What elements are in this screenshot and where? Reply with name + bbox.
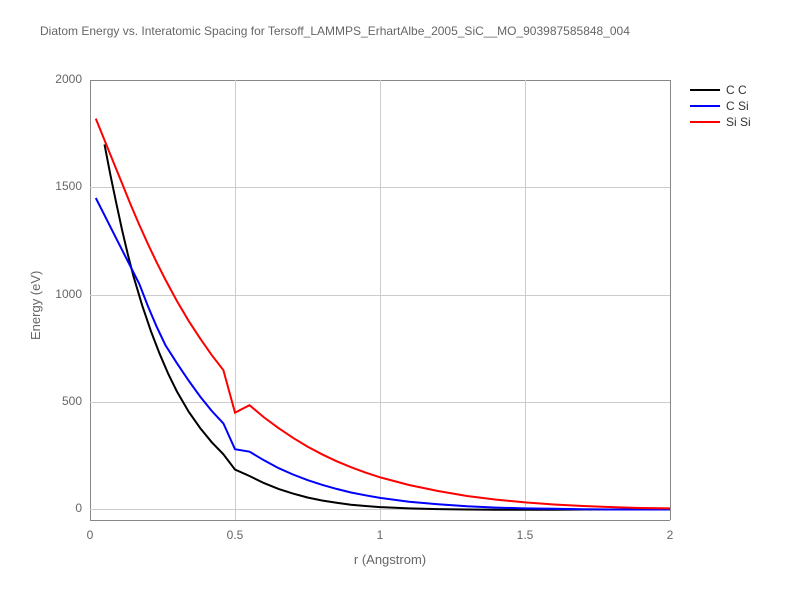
legend-item: C Si	[690, 98, 751, 114]
chart-root: Diatom Energy vs. Interatomic Spacing fo…	[0, 0, 800, 600]
y-axis-label: Energy (eV)	[28, 271, 43, 340]
legend-item: C C	[690, 82, 751, 98]
legend-swatch	[690, 89, 720, 91]
legend-item: Si Si	[690, 114, 751, 130]
legend-label: Si Si	[726, 115, 751, 129]
legend-swatch	[690, 105, 720, 107]
legend-label: C Si	[726, 99, 749, 113]
series-Si-Si	[96, 119, 670, 509]
legend: C C C Si Si Si	[690, 82, 751, 130]
series-C-Si	[96, 198, 670, 510]
legend-swatch	[690, 121, 720, 123]
series-C-C	[105, 144, 671, 509]
legend-label: C C	[726, 83, 747, 97]
x-axis-label: r (Angstrom)	[330, 552, 450, 567]
plot-area	[0, 0, 800, 600]
